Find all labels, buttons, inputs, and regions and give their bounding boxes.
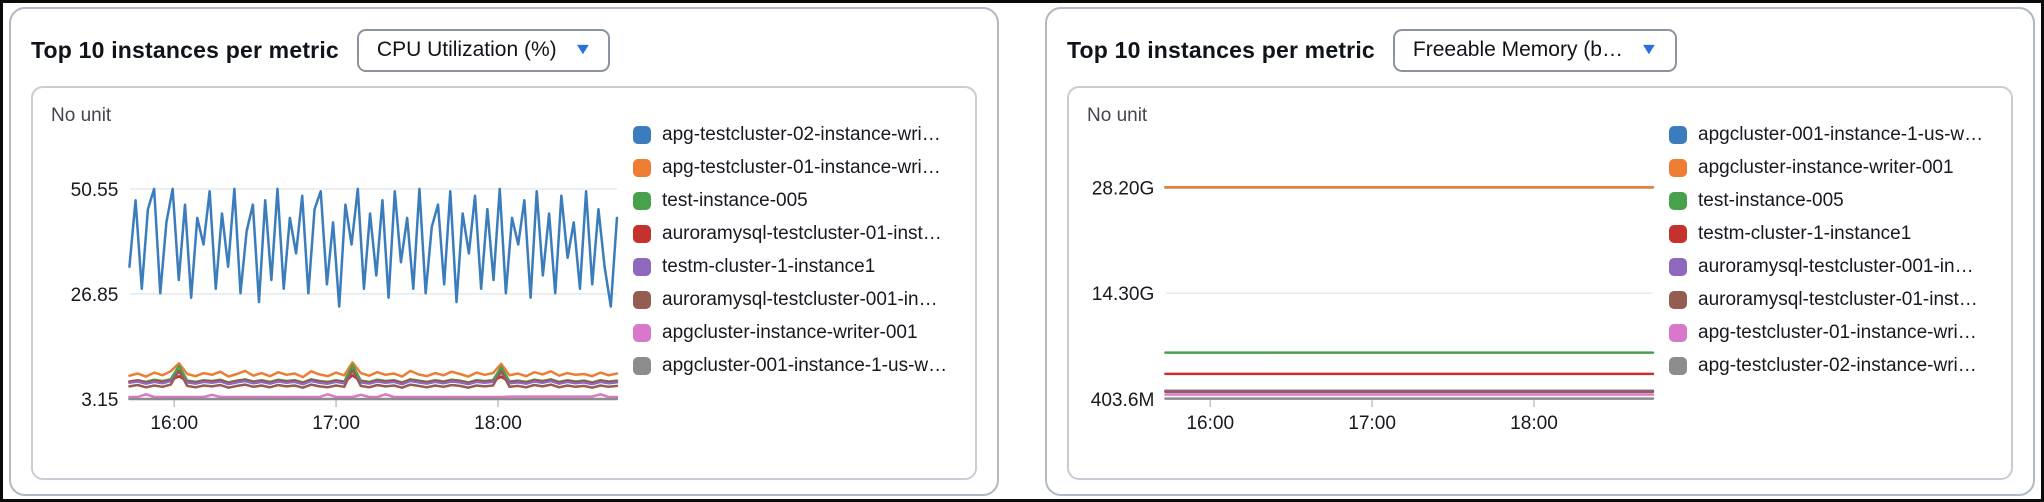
legend-label: apg-testcluster-01-instance-wri… <box>1698 322 1977 343</box>
chevron-down-icon: ▼ <box>572 40 593 58</box>
legend-item[interactable]: apg-testcluster-02-instance-wri… <box>633 124 963 146</box>
series-line <box>128 393 619 399</box>
legend-label: auroramysql-testcluster-01-inst… <box>1698 289 1978 310</box>
panel-header: Top 10 instances per metric CPU Utilizat… <box>31 27 977 73</box>
series-color-swatch <box>1669 159 1687 177</box>
x-axis-label: 17:00 <box>1348 413 1396 433</box>
series-color-swatch <box>1669 324 1687 342</box>
metric-dropdown-value: CPU Utilization (%) <box>376 37 557 61</box>
x-axis-label: 17:00 <box>312 413 360 433</box>
panel-header: Top 10 instances per metric Freeable Mem… <box>1067 27 2013 73</box>
panel-cpu-utilization: Top 10 instances per metric CPU Utilizat… <box>9 7 999 496</box>
legend-item[interactable]: auroramysql-testcluster-01-inst… <box>633 223 963 245</box>
y-axis-label: 3.15 <box>81 390 118 411</box>
y-axis-label: 26.85 <box>71 285 119 306</box>
legend-label: apgcluster-001-instance-1-us-w… <box>662 355 948 376</box>
chart-area: No unit 50.55 26.85 3.15 16:00 17:00 18:00 <box>49 100 627 470</box>
legend-item[interactable]: apg-testcluster-02-instance-wri… <box>1669 355 1999 377</box>
legend-label: apgcluster-instance-writer-001 <box>1698 157 1954 178</box>
series-color-swatch <box>1669 357 1687 375</box>
x-axis-label: 16:00 <box>1186 413 1234 433</box>
panel-freeable-memory: Top 10 instances per metric Freeable Mem… <box>1045 7 2035 496</box>
legend-label: test-instance-005 <box>1698 190 1844 211</box>
series-color-swatch <box>1669 225 1687 243</box>
cpu-utilization-line-chart[interactable]: 50.55 26.85 3.15 16:00 17:00 18:00 <box>49 131 627 433</box>
series-color-swatch <box>633 192 651 210</box>
series-color-swatch <box>1669 291 1687 309</box>
series-color-swatch <box>1669 126 1687 144</box>
legend-item[interactable]: test-instance-005 <box>1669 190 1999 212</box>
unit-label: No unit <box>1087 105 1148 126</box>
legend-label: apg-testcluster-01-instance-wri… <box>662 157 941 178</box>
x-axis-label: 18:00 <box>1510 413 1558 433</box>
chart-card: No unit 28.20G 14.30G 403.6M 16:00 17:00 18:0… <box>1067 86 2013 480</box>
legend-item[interactable]: testm-cluster-1-instance1 <box>1669 223 1999 245</box>
legend-label: apgcluster-001-instance-1-us-w… <box>1698 124 1984 145</box>
legend-item[interactable]: apgcluster-001-instance-1-us-w… <box>633 355 963 377</box>
legend-item[interactable]: apgcluster-001-instance-1-us-w… <box>1669 124 1999 146</box>
series-color-swatch <box>633 159 651 177</box>
series-color-swatch <box>633 258 651 276</box>
y-axis-label: 14.30G <box>1092 284 1155 305</box>
legend-item[interactable]: apgcluster-instance-writer-001 <box>633 322 963 344</box>
chart-area: No unit 28.20G 14.30G 403.6M 16:00 17:00 18:0… <box>1085 100 1663 470</box>
legend-label: auroramysql-testcluster-001-in… <box>1698 256 1974 277</box>
legend-label: apg-testcluster-02-instance-wri… <box>1698 355 1977 376</box>
series-line <box>128 368 619 389</box>
legend-item[interactable]: apg-testcluster-01-instance-wri… <box>1669 322 1999 344</box>
legend: apgcluster-001-instance-1-us-w… apgcluste… <box>1663 124 1999 470</box>
chevron-down-icon: ▼ <box>1639 40 1659 58</box>
legend-item[interactable]: testm-cluster-1-instance1 <box>633 256 963 278</box>
y-axis-label: 50.55 <box>71 180 119 201</box>
legend-label: auroramysql-testcluster-01-inst… <box>662 223 942 244</box>
legend-item[interactable]: auroramysql-testcluster-01-inst… <box>1669 289 1999 311</box>
legend-item[interactable]: apgcluster-instance-writer-001 <box>1669 157 1999 179</box>
series-color-swatch <box>1669 258 1687 276</box>
legend-item[interactable]: auroramysql-testcluster-001-in… <box>633 289 963 311</box>
legend-label: apgcluster-instance-writer-001 <box>662 322 918 343</box>
series-line <box>128 361 619 379</box>
legend-item[interactable]: test-instance-005 <box>633 190 963 212</box>
series-line <box>128 369 619 386</box>
freeable-memory-line-chart[interactable]: 28.20G 14.30G 403.6M 16:00 17:00 18:00 <box>1085 131 1663 433</box>
legend-label: test-instance-005 <box>662 190 808 211</box>
metric-dropdown[interactable]: Freeable Memory (b… ▼ <box>1392 28 1677 72</box>
legend-item[interactable]: apg-testcluster-01-instance-wri… <box>633 157 963 179</box>
y-axis-label: 28.20G <box>1092 178 1155 199</box>
series-color-swatch <box>633 357 651 375</box>
legend: apg-testcluster-02-instance-wri… apg-test… <box>627 124 963 470</box>
series-color-swatch <box>633 324 651 342</box>
series-line <box>128 187 619 308</box>
x-axis-label: 16:00 <box>150 413 198 433</box>
legend-label: auroramysql-testcluster-001-in… <box>662 289 938 310</box>
metric-dropdown-value: Freeable Memory (b… <box>1412 37 1623 61</box>
legend-label: testm-cluster-1-instance1 <box>1698 223 1912 244</box>
panel-title: Top 10 instances per metric <box>1067 36 1375 63</box>
panel-title: Top 10 instances per metric <box>31 36 339 63</box>
series-color-swatch <box>633 291 651 309</box>
series-color-swatch <box>1669 192 1687 210</box>
series-color-swatch <box>633 126 651 144</box>
unit-label: No unit <box>51 105 112 126</box>
y-axis-label: 403.6M <box>1091 390 1155 411</box>
legend-label: apg-testcluster-02-instance-wri… <box>662 124 941 145</box>
x-axis-label: 18:00 <box>474 413 522 433</box>
legend-label: testm-cluster-1-instance1 <box>662 256 876 277</box>
legend-item[interactable]: auroramysql-testcluster-001-in… <box>1669 256 1999 278</box>
metric-dropdown[interactable]: CPU Utilization (%) ▼ <box>356 28 611 72</box>
chart-card: No unit 50.55 26.85 3.15 16:00 17:00 18:00 ap… <box>31 86 977 480</box>
series-color-swatch <box>633 225 651 243</box>
